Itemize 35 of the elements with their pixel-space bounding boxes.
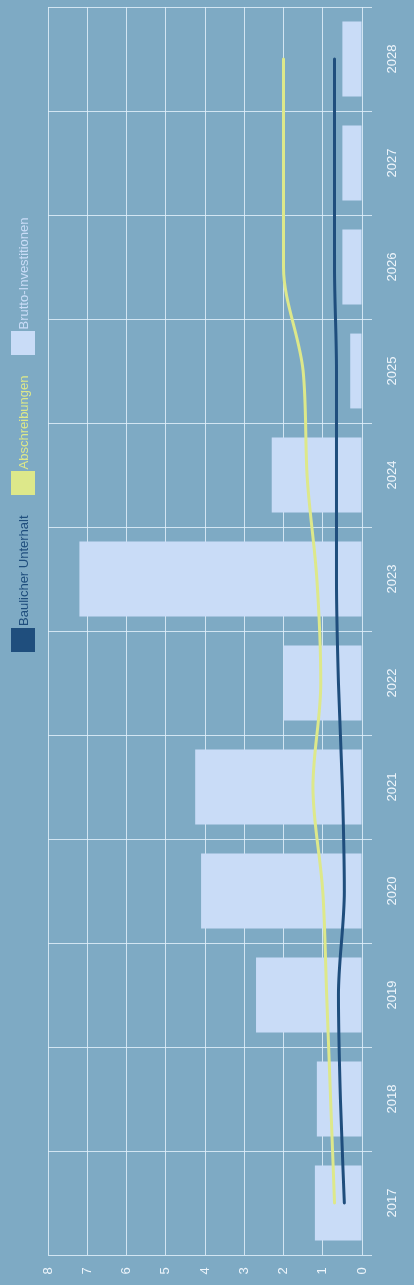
text: Baulicher Unterhalt bbox=[15, 515, 31, 626]
y-tick-label: 2018 bbox=[383, 1084, 399, 1114]
bar bbox=[342, 125, 362, 201]
bar bbox=[195, 749, 362, 825]
x-tick-label: 8 bbox=[39, 1267, 55, 1275]
x-tick-label: 2 bbox=[275, 1267, 291, 1275]
y-tick-label: 2023 bbox=[383, 564, 399, 594]
x-tick-label: 7 bbox=[78, 1267, 94, 1275]
y-tick-label: 2017 bbox=[383, 1188, 399, 1218]
y-tick-label: 2024 bbox=[383, 460, 399, 490]
text: Abschreibungen bbox=[15, 375, 31, 470]
x-tick-label: 3 bbox=[235, 1267, 251, 1275]
bar bbox=[342, 21, 362, 97]
y-tick-label: 2027 bbox=[383, 148, 399, 178]
text: Brutto-Investitionen bbox=[15, 217, 31, 330]
x-tick-label: 0 bbox=[353, 1267, 369, 1275]
bar bbox=[350, 333, 362, 409]
bar bbox=[201, 853, 362, 929]
bar bbox=[342, 229, 362, 305]
y-tick-label: 2026 bbox=[383, 252, 399, 282]
y-tick-label: 2020 bbox=[383, 876, 399, 906]
x-tick-label: 5 bbox=[157, 1267, 173, 1275]
bar bbox=[79, 541, 362, 617]
x-tick-label: 4 bbox=[196, 1267, 212, 1275]
bar bbox=[314, 1165, 362, 1241]
y-tick-label: 2019 bbox=[383, 980, 399, 1010]
x-tick-label: 6 bbox=[118, 1267, 134, 1275]
bar bbox=[271, 437, 362, 513]
bar bbox=[256, 957, 362, 1033]
y-tick-label: 2028 bbox=[383, 44, 399, 74]
x-tick-label: 1 bbox=[314, 1267, 330, 1275]
y-tick-label: 2022 bbox=[383, 668, 399, 698]
bar bbox=[283, 645, 362, 721]
y-tick-label: 2025 bbox=[383, 356, 399, 386]
y-tick-label: 2021 bbox=[383, 772, 399, 802]
